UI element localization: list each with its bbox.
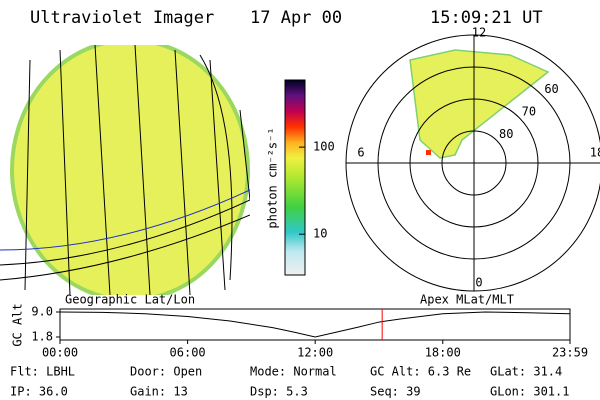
globe-image — [0, 45, 250, 295]
colorbar — [284, 79, 306, 276]
x-tick-label: 18:00 — [425, 346, 461, 360]
right-label: Apex MLat/MLT — [420, 293, 514, 307]
mlt-label: 0 — [475, 276, 482, 290]
mlat-label: 80 — [499, 127, 513, 141]
x-tick-label: 00:00 — [42, 346, 78, 360]
x-tick-label: 06:00 — [170, 346, 206, 360]
footer-item: Dsp: 5.3 — [250, 385, 308, 399]
x-tick-label: 23:59 — [552, 346, 588, 360]
footer-item: GC Alt: 6.3 Re — [370, 365, 471, 379]
y-tick-label: 1.8 — [31, 330, 53, 344]
y-tick-label: 9.0 — [31, 305, 53, 319]
x-tick-label: 12:00 — [297, 346, 333, 360]
footer-item: GLat: 31.4 — [490, 365, 562, 379]
y-axis-label: GC Alt — [11, 303, 25, 346]
colorbar-tick-label: 100 — [313, 140, 335, 154]
mlt-label: 12 — [472, 26, 486, 40]
footer-item: Seq: 39 — [370, 385, 421, 399]
time: 15:09:21 UT — [430, 8, 543, 28]
footer-item: Gain: 13 — [130, 385, 188, 399]
footer-item: Door: Open — [130, 365, 202, 379]
mlt-label: 18 — [590, 146, 600, 160]
footer-item: IP: 36.0 — [10, 385, 68, 399]
gc-alt-line — [59, 311, 571, 338]
hot-pixel — [426, 150, 431, 155]
date: 17 Apr 00 — [250, 8, 342, 28]
mlat-label: 70 — [522, 105, 536, 119]
footer-item: GLon: 301.1 — [490, 385, 569, 399]
colorbar-label: photon cm⁻²s⁻¹ — [266, 127, 280, 228]
colorbar-tick-label: 10 — [313, 227, 327, 241]
auroral-image — [409, 49, 550, 159]
left-label: Geographic Lat/Lon — [65, 293, 195, 307]
mlt-label: 6 — [357, 146, 364, 160]
mlat-label: 60 — [544, 82, 558, 96]
title: Ultraviolet Imager — [30, 8, 214, 28]
footer-item: Mode: Normal — [250, 365, 337, 379]
footer-item: Flt: LBHL — [10, 365, 75, 379]
